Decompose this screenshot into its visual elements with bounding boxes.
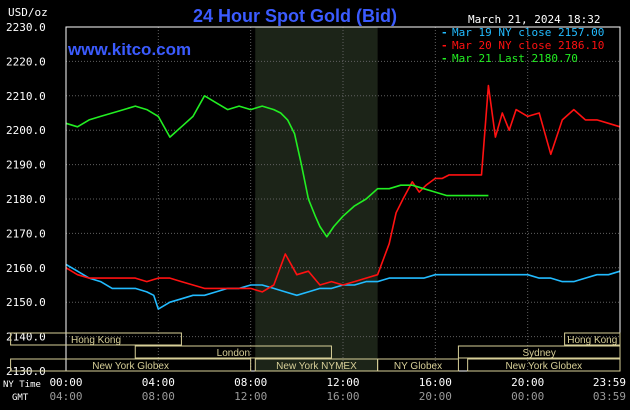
session-bar <box>467 358 621 372</box>
session-label: New York Globex <box>92 361 169 372</box>
series-line-1 <box>65 263 621 310</box>
session-bar <box>564 332 621 346</box>
series-line-3 <box>65 95 489 238</box>
session-label: New York Globex <box>505 361 582 372</box>
x-tick-label-gmt: 00:00 <box>511 390 544 403</box>
y-tick-label: 2210.0 <box>6 90 46 103</box>
x-tick-label-gmt: 20:00 <box>419 390 452 403</box>
x-tick-label-gmt: 16:00 <box>326 390 359 403</box>
y-tick-label: 2170.0 <box>6 227 46 240</box>
x-tick-label-gmt: 12:00 <box>234 390 267 403</box>
session-label: Sydney <box>523 348 556 359</box>
session-label: NY Globex <box>394 361 442 372</box>
y-tick-label: 2230.0 <box>6 21 46 34</box>
y-tick-label: 2200.0 <box>6 124 46 137</box>
units-label: USD/oz <box>8 6 48 19</box>
legend-marker: - <box>441 39 448 52</box>
legend-entry: Mar 20 NY close 2186.10 <box>452 39 604 52</box>
session-bar <box>134 345 332 359</box>
y-tick-label: 2220.0 <box>6 55 46 68</box>
y-tick-label: 2140.0 <box>6 331 46 344</box>
x-tick-label-gmt: 04:00 <box>49 390 82 403</box>
session-bar <box>377 358 459 372</box>
legend-entry: Mar 21 Last 2180.70 <box>452 52 578 65</box>
session-bar <box>10 358 252 372</box>
session-label: New York NYMEX <box>276 361 357 372</box>
legend: - Mar 19 NY close 2157.00- Mar 20 NY close… <box>441 26 604 65</box>
x-tick-label-ny: 16:00 <box>419 376 452 389</box>
x-tick-label-gmt: 08:00 <box>142 390 175 403</box>
chart-title: 24 Hour Spot Gold (Bid) <box>193 6 397 26</box>
y-tick-label: 2180.0 <box>6 193 46 206</box>
y-tick-label: 2150.0 <box>6 296 46 309</box>
session-label: Hong Kong <box>567 335 617 346</box>
gmt-label: GMT <box>12 393 29 403</box>
y-tick-label: 2160.0 <box>6 262 46 275</box>
series-line-2 <box>65 84 621 293</box>
x-tick-label-ny: 04:00 <box>142 376 175 389</box>
legend-marker: - <box>441 52 448 65</box>
x-tick-label-ny: 12:00 <box>326 376 359 389</box>
x-tick-label-ny: 23:59 <box>593 376 626 389</box>
session-label: London <box>217 348 250 359</box>
x-tick-label-ny: 08:00 <box>234 376 267 389</box>
legend-marker: - <box>441 26 448 39</box>
legend-entry: Mar 19 NY close 2157.00 <box>452 26 604 39</box>
x-tick-label-ny: 00:00 <box>49 376 82 389</box>
x-tick-label-ny: 20:00 <box>511 376 544 389</box>
watermark: www.kitco.com <box>67 40 191 59</box>
session-bar <box>10 332 182 346</box>
x-tick-label-gmt: 03:59 <box>593 390 626 403</box>
y-tick-label: 2190.0 <box>6 159 46 172</box>
session-bar <box>457 345 621 359</box>
ny-time-label: NY Time <box>3 380 41 390</box>
session-label: Hong Kong <box>71 335 121 346</box>
date-time: March 21, 2024 18:32 <box>468 13 600 26</box>
